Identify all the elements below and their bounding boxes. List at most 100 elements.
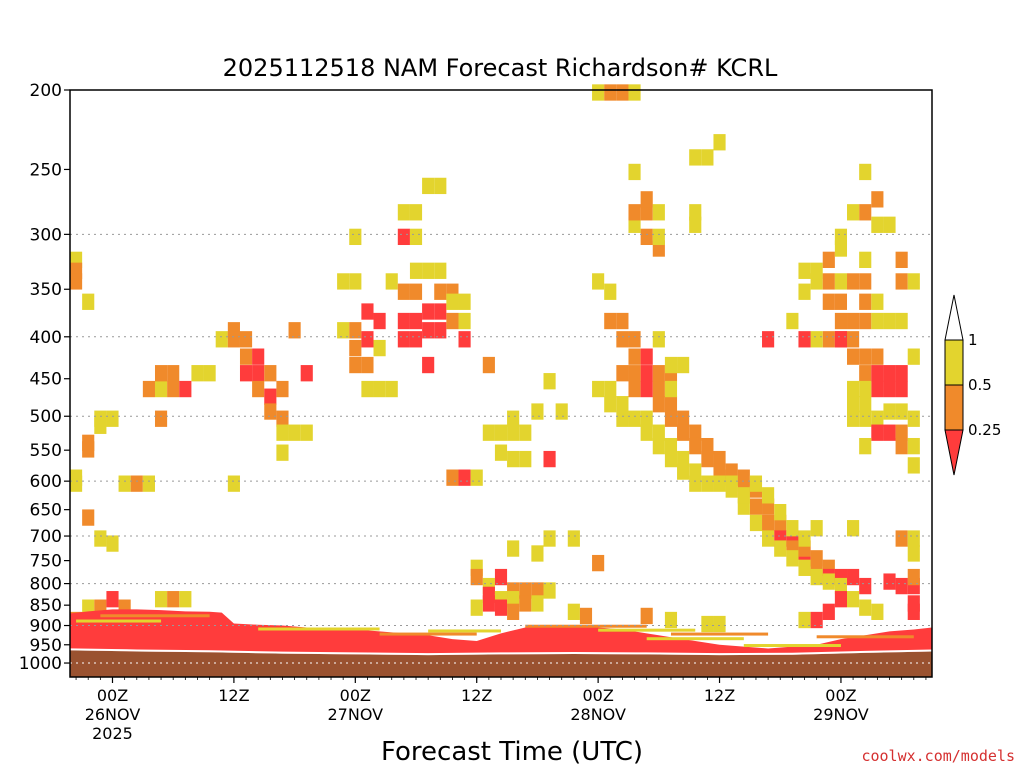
heatmap-cell xyxy=(652,228,665,246)
heatmap-cell xyxy=(810,520,823,537)
heatmap-cell xyxy=(749,498,763,515)
heatmap-cell xyxy=(337,273,350,290)
heatmap-cell xyxy=(434,262,447,279)
heatmap-cell xyxy=(895,380,908,398)
heatmap-cell xyxy=(203,365,216,382)
x-axis-label: Forecast Time (UTC) xyxy=(381,737,643,767)
heatmap-cell xyxy=(907,530,920,547)
heatmap-cell xyxy=(458,331,471,348)
heatmap-cell xyxy=(883,365,896,382)
heatmap-cell xyxy=(409,312,423,330)
heatmap-cell xyxy=(883,424,896,441)
heatmap-cell xyxy=(907,545,920,562)
heatmap-cell xyxy=(847,380,860,398)
heatmap-cell xyxy=(859,204,872,221)
heatmap-cell xyxy=(847,331,860,348)
heatmap-cell xyxy=(628,365,641,382)
heatmap-cell xyxy=(664,380,678,398)
heatmap-cell xyxy=(859,251,872,268)
heatmap-cell xyxy=(106,410,119,427)
heatmap-cell xyxy=(482,424,495,441)
credit-text: coolwx.com/models xyxy=(861,747,1015,765)
heatmap-cell xyxy=(859,396,872,413)
heatmap-cell xyxy=(810,262,823,279)
heatmap-cell xyxy=(349,228,362,246)
ground-layer xyxy=(70,650,932,677)
heatmap-cell xyxy=(604,84,617,101)
heatmap-cell xyxy=(434,177,447,195)
heatmap-cell xyxy=(798,559,811,576)
heatmap-cell xyxy=(628,216,641,233)
heatmap-cell xyxy=(142,475,155,492)
x-tick-label: 2025 xyxy=(92,724,133,743)
heatmap-cell xyxy=(701,437,714,455)
heatmap-cell xyxy=(762,514,775,532)
heatmap-cell xyxy=(907,603,920,620)
heatmap-cell xyxy=(895,312,908,330)
heatmap-cell xyxy=(434,303,447,320)
surface-streak xyxy=(525,624,647,628)
heatmap-cell xyxy=(276,424,289,441)
heatmap-cell xyxy=(774,540,787,557)
heatmap-cell xyxy=(859,437,872,455)
y-tick-label: 850 xyxy=(30,596,62,616)
heatmap-cell xyxy=(907,348,920,365)
heatmap-cell xyxy=(640,410,653,427)
y-tick-label: 350 xyxy=(30,280,62,300)
heatmap-cell xyxy=(834,273,848,290)
heatmap-cell xyxy=(215,331,228,348)
y-tick-label: 950 xyxy=(30,636,62,656)
y-tick-label: 600 xyxy=(30,472,62,492)
plot-frame xyxy=(69,89,933,678)
heatmap-cell xyxy=(664,450,678,468)
heatmap-cell xyxy=(871,191,884,208)
heatmap-cell xyxy=(762,530,775,547)
plot-area xyxy=(69,84,933,678)
heatmap-cell xyxy=(847,273,860,290)
heatmap-cell xyxy=(883,216,896,233)
heatmap-cell xyxy=(470,599,483,616)
heatmap-cell xyxy=(409,331,423,348)
heatmap-cell xyxy=(82,441,95,458)
heatmap-cell xyxy=(94,417,107,434)
heatmap-cell xyxy=(154,380,168,398)
heatmap-cell xyxy=(895,251,908,268)
heatmap-cell xyxy=(94,530,107,547)
heatmap-cell xyxy=(616,410,629,427)
legend: 1 0.5 0.25 xyxy=(944,294,1001,476)
heatmap-cell xyxy=(252,380,265,398)
heatmap-cell xyxy=(895,530,908,547)
heatmap-cell xyxy=(640,228,653,246)
heatmap-cell xyxy=(810,611,823,629)
heatmap-cell xyxy=(834,228,848,246)
heatmap-cell xyxy=(507,450,520,468)
heatmap-cell xyxy=(142,380,155,398)
heatmap-cell xyxy=(531,595,544,612)
heatmap-cell xyxy=(616,365,629,382)
heatmap-cell xyxy=(349,322,362,339)
heatmap-cell xyxy=(847,348,860,365)
heatmap-cell xyxy=(579,607,593,625)
heatmap-cell xyxy=(834,331,848,348)
heatmap-cell xyxy=(519,595,532,612)
heatmap-cell xyxy=(482,595,495,612)
heatmap-cell xyxy=(859,163,872,181)
heatmap-cell xyxy=(859,348,872,365)
heatmap-cell xyxy=(422,356,435,374)
heatmap-cell xyxy=(810,568,823,586)
heatmap-cell xyxy=(847,591,860,608)
heatmap-cell xyxy=(847,568,860,586)
heatmap-cell xyxy=(227,331,240,348)
heatmap-cell xyxy=(543,373,556,390)
heatmap-cell xyxy=(847,396,860,413)
heatmap-cell xyxy=(640,348,653,365)
heatmap-cell xyxy=(762,487,775,504)
heatmap-cell xyxy=(616,396,629,413)
heatmap-cell xyxy=(507,540,520,557)
heatmap-cell xyxy=(834,577,848,595)
ground-edge-line xyxy=(69,648,933,656)
heatmap-cell xyxy=(264,365,277,382)
surface-streak xyxy=(258,627,380,631)
heatmap-cell xyxy=(458,312,471,330)
heatmap-cell xyxy=(664,410,678,427)
